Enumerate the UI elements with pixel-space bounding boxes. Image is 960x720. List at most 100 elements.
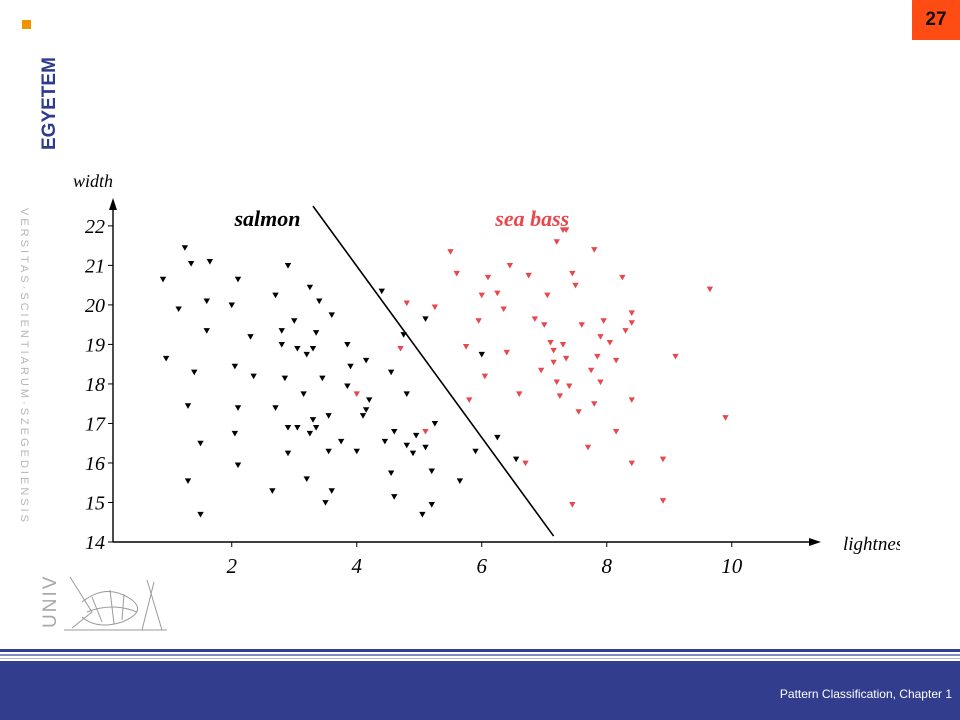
salmon-point: [431, 421, 439, 427]
salmon-point: [294, 345, 301, 352]
sea-bass-point: [722, 415, 729, 421]
sea-bass-point: [587, 367, 595, 374]
salmon-point: [422, 444, 429, 451]
sea-bass-point: [550, 359, 557, 366]
salmon-point: [381, 438, 389, 445]
sea-bass-point: [672, 353, 679, 360]
salmon-point: [203, 328, 210, 334]
sea-bass-point: [562, 227, 570, 234]
sea-bass-point: [575, 409, 582, 415]
salmon-point: [347, 363, 354, 370]
class-label-annotation: sea bass: [494, 206, 569, 231]
salmon-point: [247, 334, 254, 340]
salmon-point: [387, 470, 395, 477]
salmon-point: [203, 298, 210, 305]
salmon-point: [294, 424, 301, 431]
footer-rule-light: [0, 654, 960, 656]
y-axis-arrow: [109, 198, 117, 210]
salmon-point: [494, 434, 501, 441]
footer-bar: Pattern Classification, Chapter 1: [0, 661, 960, 720]
sea-bass-point: [594, 353, 601, 360]
salmon-point: [206, 259, 214, 265]
sea-bass-point: [628, 397, 635, 403]
salmon-point: [325, 448, 332, 455]
salmon-point: [159, 276, 167, 283]
class-label-annotation: salmon: [233, 206, 300, 231]
salmon-point: [234, 462, 242, 469]
salmon-point: [428, 502, 435, 508]
salmon-point: [231, 363, 239, 370]
sea-bass-point: [569, 270, 576, 277]
sea-bass-point: [544, 292, 551, 299]
salmon-point: [309, 417, 317, 423]
sea-bass-point: [659, 498, 667, 504]
sea-bass-point: [541, 322, 548, 328]
x-axis-label: lightness: [843, 534, 900, 555]
sea-bass-point: [612, 357, 620, 364]
y-tick-label: 16: [85, 453, 105, 475]
salmon-point: [197, 511, 204, 518]
scatter-chart: 2 4 6 8 10 14 15 16 17 18 19 20 21 22 lightness width sa…: [73, 171, 900, 578]
salmon-point: [403, 442, 410, 449]
salmon-point: [412, 432, 420, 439]
y-tick-label: 17: [85, 413, 106, 435]
salmon-point: [197, 440, 204, 447]
salmon-point: [278, 328, 285, 334]
y-tick-label: 21: [85, 255, 105, 277]
salmon-point: [272, 292, 279, 299]
salmon-point: [184, 478, 192, 484]
salmon-point: [272, 405, 279, 411]
sea-bass-point: [566, 383, 573, 390]
sea-bass-point: [353, 391, 360, 398]
sea-bass-point: [547, 340, 554, 346]
salmon-point: [325, 413, 332, 419]
y-tick-label: 22: [85, 216, 105, 238]
salmon-point: [284, 262, 292, 269]
sea-bass-point: [628, 320, 635, 326]
sea-bass-point: [500, 306, 507, 313]
sea-bass-point: [600, 318, 607, 324]
salmon-point: [391, 494, 398, 500]
salmon-point: [234, 276, 242, 283]
salmon-point: [322, 500, 329, 506]
salmon-point: [319, 375, 326, 382]
sea-bass-point: [525, 272, 532, 279]
sea-bass-point: [403, 300, 410, 307]
sea-bass-point: [553, 379, 560, 386]
x-tick-label: 2: [227, 554, 238, 578]
sea-bass-point: [556, 393, 564, 399]
x-tick-label: 6: [477, 554, 488, 578]
sea-bass-point: [516, 391, 523, 398]
x-tick-label: 4: [352, 554, 363, 578]
salmon-point: [181, 245, 189, 251]
salmon-point: [228, 302, 235, 309]
sea-bass-point: [584, 444, 592, 451]
salmon-point: [312, 330, 320, 336]
salmon-point: [184, 403, 192, 409]
salmon-point: [362, 407, 370, 413]
sea-bass-point: [550, 347, 557, 354]
sea-bass-point: [606, 340, 614, 346]
accent-square: [22, 20, 31, 29]
y-tick-label: 14: [85, 532, 105, 554]
sea-bass-point: [506, 262, 514, 269]
university-faint-label: UNIV: [40, 574, 61, 628]
sea-bass-point: [431, 304, 439, 311]
salmon-point: [387, 369, 395, 376]
slide-number: 27: [925, 9, 947, 30]
salmon-point: [478, 351, 485, 358]
sea-bass-point: [706, 286, 714, 293]
salmon-point: [400, 332, 407, 338]
sea-bass-point: [447, 249, 454, 255]
salmon-point: [512, 456, 520, 463]
salmon-point: [162, 355, 170, 362]
x-tick-label: 10: [721, 554, 743, 578]
sea-bass-point: [453, 270, 460, 277]
salmon-point: [344, 383, 351, 390]
salmon-point: [362, 357, 370, 364]
salmon-point: [191, 369, 198, 376]
sea-bass-point: [597, 379, 604, 386]
sea-bass-point: [569, 502, 576, 508]
sea-bass-point: [628, 460, 635, 467]
sea-bass-point: [559, 342, 567, 348]
